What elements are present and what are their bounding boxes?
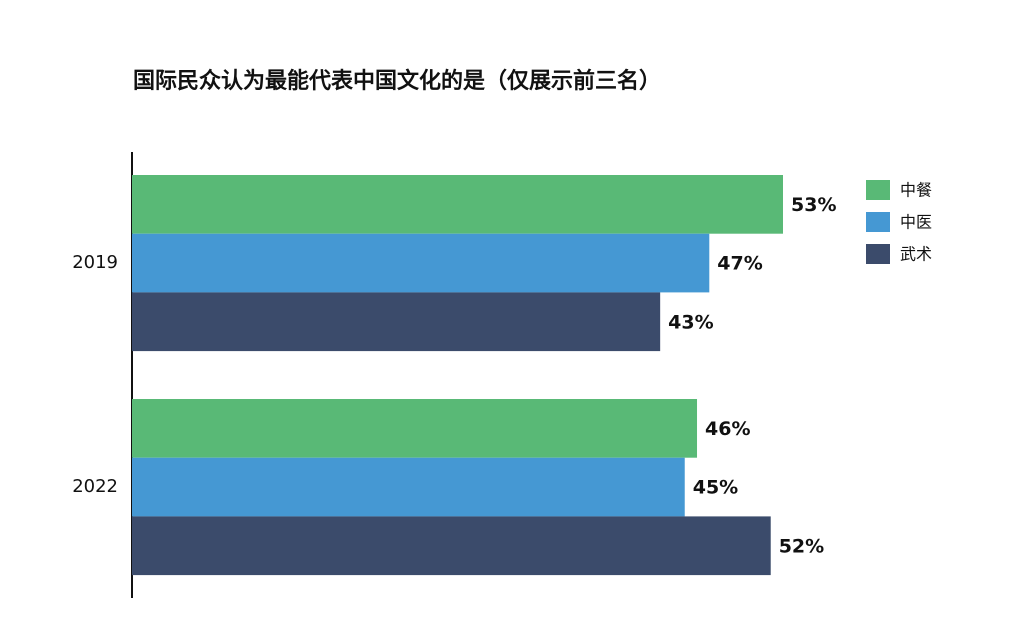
y-tick-label: 2019 [72, 252, 118, 273]
legend-swatch [866, 212, 890, 232]
value-label: 52% [779, 535, 824, 557]
legend-swatch [866, 244, 890, 264]
value-label: 45% [693, 477, 738, 499]
bar [132, 175, 783, 234]
legend-swatch [866, 180, 890, 200]
bar [132, 292, 661, 352]
value-label: 53% [791, 194, 836, 216]
legend-label: 武术 [900, 245, 932, 264]
bar [132, 399, 698, 458]
value-label: 46% [705, 418, 750, 440]
legend-label: 中餐 [900, 181, 932, 200]
bar [132, 516, 771, 576]
chart-title: 国际民众认为最能代表中国文化的是（仅展示前三名） [133, 68, 661, 94]
legend-label: 中医 [900, 213, 932, 232]
value-label: 43% [668, 311, 713, 333]
bar [132, 457, 685, 517]
bar [132, 233, 710, 293]
y-tick-label: 2022 [72, 476, 118, 497]
value-label: 47% [717, 253, 762, 275]
